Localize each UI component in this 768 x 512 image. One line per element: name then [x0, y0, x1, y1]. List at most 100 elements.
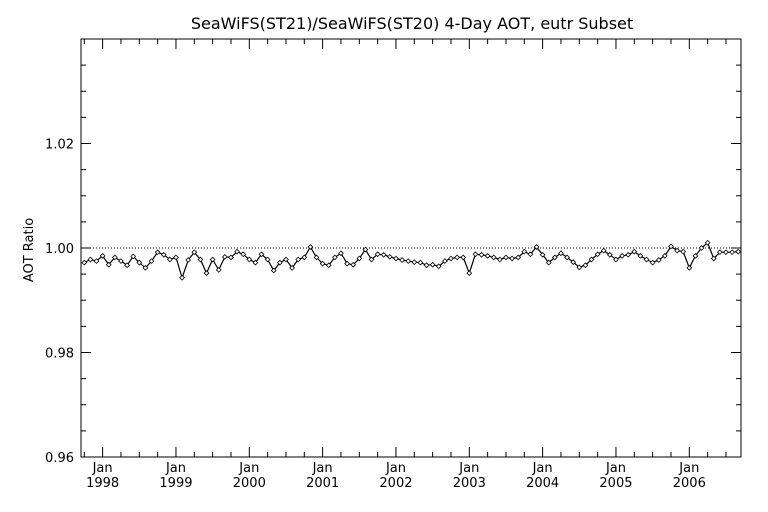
data-point — [338, 250, 344, 257]
data-point — [380, 251, 387, 258]
data-point — [704, 239, 711, 246]
data-point — [93, 258, 100, 264]
data-point — [246, 256, 253, 263]
data-point — [490, 254, 497, 261]
x-tick-year-label: 2002 — [379, 476, 412, 491]
data-point — [344, 260, 350, 267]
data-point — [637, 252, 644, 259]
x-tick-month-label: Jan — [92, 461, 113, 476]
data-point — [441, 258, 448, 264]
y-tick-label: 1.00 — [45, 242, 74, 257]
data-point — [478, 251, 485, 258]
data-point — [209, 256, 216, 263]
data-point — [350, 261, 357, 268]
x-tick-year-label: 2005 — [599, 476, 632, 491]
data-point — [185, 257, 192, 263]
data-point — [393, 255, 399, 262]
data-point — [399, 257, 405, 263]
data-point — [264, 256, 271, 263]
x-tick-year-label: 2003 — [453, 476, 486, 491]
data-point — [166, 256, 173, 263]
data-point — [600, 247, 607, 254]
data-point — [588, 256, 595, 263]
x-tick-month-label: Jan — [238, 461, 259, 476]
data-point — [362, 246, 369, 253]
data-point — [356, 255, 363, 262]
data-point — [258, 251, 265, 258]
chart-title: SeaWiFS(ST21)/SeaWiFS(ST20) 4-Day AOT, e… — [191, 14, 633, 33]
data-point — [527, 251, 534, 258]
x-tick-year-label: 1999 — [159, 476, 192, 491]
data-point — [692, 252, 699, 259]
data-point — [619, 252, 625, 259]
x-tick-month-label: Jan — [385, 461, 406, 476]
x-tick-month-label: Jan — [165, 461, 186, 476]
data-point — [148, 258, 155, 264]
data-point — [723, 249, 729, 256]
data-point — [448, 255, 454, 262]
data-point — [539, 251, 546, 258]
data-point — [215, 267, 222, 273]
data-point — [472, 251, 479, 258]
data-point — [160, 251, 167, 258]
data-point — [197, 256, 204, 263]
data-point — [680, 248, 687, 255]
x-tick-year-label: 2000 — [233, 476, 266, 491]
data-point — [625, 251, 632, 258]
data-point — [295, 256, 302, 263]
data-point — [87, 256, 94, 263]
data-point — [435, 263, 442, 270]
data-point — [283, 256, 289, 263]
data-point — [545, 259, 552, 266]
data-point — [735, 248, 742, 255]
data-point — [179, 274, 185, 281]
x-tick-year-label: 1998 — [86, 476, 119, 491]
data-point — [484, 252, 491, 259]
data-point — [564, 254, 570, 261]
data-point — [118, 258, 124, 264]
data-point — [111, 254, 118, 261]
y-tick-label: 0.98 — [45, 347, 74, 362]
y-axis-label: AOT Ratio — [22, 218, 37, 282]
data-point — [105, 261, 112, 268]
data-point — [234, 248, 240, 255]
x-tick-year-label: 2004 — [526, 476, 559, 491]
data-point — [503, 254, 509, 261]
data-point — [386, 254, 393, 260]
data-point — [325, 262, 332, 269]
data-point — [729, 249, 735, 256]
data-point — [515, 254, 522, 261]
data-point — [307, 244, 314, 250]
plot-area: 0.960.981.001.02Jan1998Jan1999Jan2000Jan… — [45, 38, 742, 491]
x-tick-month-label: Jan — [312, 461, 333, 476]
data-point — [270, 267, 277, 274]
data-point — [191, 249, 198, 256]
data-point — [698, 245, 705, 251]
data-point — [276, 259, 283, 266]
data-point — [154, 249, 161, 256]
data-point — [252, 259, 259, 266]
data-point — [99, 252, 106, 259]
x-tick-month-label: Jan — [605, 461, 626, 476]
data-point — [136, 259, 143, 266]
data-point — [631, 248, 638, 255]
data-point — [674, 247, 680, 254]
data-point — [124, 262, 130, 269]
data-point — [454, 254, 460, 261]
data-point — [643, 256, 650, 263]
data-point — [582, 262, 589, 269]
x-tick-year-label: 2006 — [673, 476, 706, 491]
x-tick-month-label: Jan — [458, 461, 479, 476]
data-point — [374, 251, 381, 258]
data-point — [661, 252, 668, 259]
data-point — [405, 258, 412, 264]
data-point — [417, 259, 424, 266]
data-point — [429, 261, 436, 268]
data-point — [221, 254, 228, 260]
data-point — [576, 264, 583, 271]
data-point — [668, 243, 674, 250]
data-point — [301, 254, 308, 261]
data-point — [81, 259, 88, 266]
data-point — [130, 253, 137, 260]
